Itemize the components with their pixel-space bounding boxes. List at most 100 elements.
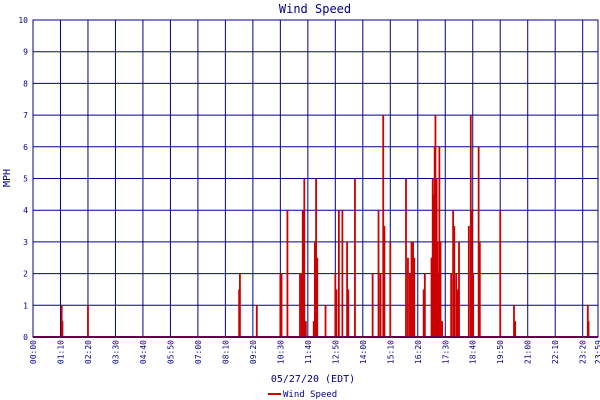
legend: Wind Speed <box>268 390 337 400</box>
wind-speed-spike <box>334 273 337 337</box>
x-tick-label: 10:30 <box>276 340 285 364</box>
wind-speed-spike <box>430 257 433 337</box>
wind-speed-spike <box>438 146 441 337</box>
wind-speed-spike <box>472 273 475 337</box>
y-tick-label: 9 <box>23 48 28 57</box>
wind-speed-spike <box>346 241 349 337</box>
wind-speed-spike <box>312 321 315 337</box>
wind-speed-spike <box>324 305 327 337</box>
wind-speed-spike <box>452 210 455 337</box>
wind-speed-spike <box>300 273 303 337</box>
wind-speed-spike <box>286 210 289 337</box>
wind-speed-spike <box>477 146 480 337</box>
wind-speed-spike <box>371 273 374 337</box>
y-axis-label: MPH <box>2 169 13 187</box>
x-tick-label: 22:10 <box>551 340 560 364</box>
wind-speed-spike <box>469 115 472 337</box>
x-tick-label: 11:40 <box>304 340 313 364</box>
x-tick-label: 23:20 <box>579 340 588 364</box>
x-tick-label: 01:10 <box>56 340 65 364</box>
x-tick-label: 08:10 <box>221 340 230 364</box>
y-tick-label: 7 <box>23 111 28 120</box>
x-tick-label: 09:20 <box>249 340 258 364</box>
y-tick-label: 1 <box>23 301 28 310</box>
y-tick-label: 5 <box>23 175 28 184</box>
wind-speed-spike <box>471 210 473 337</box>
wind-speed-spike <box>513 305 515 337</box>
chart-title: Wind Speed <box>279 2 351 16</box>
wind-speed-spike <box>439 241 442 337</box>
x-tick-label: 12:50 <box>331 340 340 364</box>
wind-speed-spike <box>422 289 425 337</box>
wind-speed-spike <box>478 241 481 337</box>
plot-frame <box>32 19 599 338</box>
wind-speed-spike <box>587 321 590 337</box>
y-tick-label: 3 <box>23 238 28 247</box>
wind-speed-spike <box>314 241 316 337</box>
wind-speed-spike <box>383 226 386 337</box>
legend-label: Wind Speed <box>283 390 337 400</box>
wind-speed-spike <box>335 289 338 337</box>
wind-speed-spike <box>280 273 283 337</box>
x-tick-labels: 00:00 01:10 02:20 03:30 04:40 05:50 07:00 08:10… <box>29 340 600 364</box>
wind-speed-spike <box>436 241 439 337</box>
x-tick-label: 00:00 <box>29 340 38 364</box>
y-tick-label: 6 <box>23 143 28 152</box>
wind-speed-spike <box>315 178 317 337</box>
wind-speed-spike <box>316 257 319 337</box>
wind-speed-spike <box>239 273 241 337</box>
wind-speed-spike <box>379 273 382 337</box>
x-tick-label: 05:50 <box>166 340 175 364</box>
wind-speed-spike <box>341 210 344 337</box>
wind-speed-spike <box>304 321 307 337</box>
x-tick-label: 02:20 <box>84 340 93 364</box>
x-tick-label: 07:00 <box>194 340 203 364</box>
wind-speed-spike <box>407 257 409 337</box>
x-tick-label: 03:30 <box>111 340 120 364</box>
y-tick-label: 2 <box>23 270 28 279</box>
y-tick-label: 4 <box>23 206 28 215</box>
x-tick-label: 18:40 <box>469 340 478 364</box>
y-tick-labels: 0 1 2 3 4 5 6 7 8 9 10 <box>18 16 28 342</box>
x-tick-label: 14:00 <box>359 340 368 364</box>
wind-speed-spike <box>354 178 356 337</box>
wind-speed-spike <box>347 289 350 337</box>
wind-speed-spike <box>382 115 385 337</box>
x-tick-label: 23:59 <box>594 340 600 364</box>
wind-speed-spike <box>61 321 64 337</box>
wind-speed-spike <box>389 241 392 337</box>
x-tick-label: 16:20 <box>414 340 423 364</box>
wind-speed-spike <box>458 241 460 337</box>
wind-speed-spike <box>514 321 517 337</box>
wind-speed-spike <box>409 273 411 337</box>
x-tick-label: 21:00 <box>524 340 533 364</box>
wind-speed-spike <box>377 210 380 337</box>
x-tick-label: 15:10 <box>386 340 395 364</box>
wind-speed-spike <box>453 226 456 337</box>
wind-speed-spike <box>337 210 340 337</box>
wind-speed-spike <box>456 289 459 337</box>
wind-speed-spike <box>499 210 502 337</box>
wind-speed-spike <box>255 305 258 337</box>
x-axis-label: 05/27/20 (EDT) <box>271 374 355 385</box>
wind-speed-spike <box>410 241 413 337</box>
x-tick-label: 19:50 <box>496 340 505 364</box>
wind-speed-spike <box>450 273 453 337</box>
wind-speed-spike <box>405 178 407 337</box>
wind-speed-spike <box>301 210 304 337</box>
x-tick-label: 04:40 <box>139 340 148 364</box>
y-tick-label: 8 <box>23 79 28 88</box>
wind-speed-spike <box>303 178 306 337</box>
wind-speed-spike <box>467 226 470 337</box>
wind-speed-spike <box>455 273 458 337</box>
wind-speed-spike <box>412 241 414 337</box>
y-tick-label: 10 <box>18 16 28 25</box>
wind-speed-spike <box>441 321 444 337</box>
wind-speed-spike <box>279 273 282 337</box>
y-tick-label: 0 <box>23 333 28 342</box>
wind-speed-spike <box>413 257 416 337</box>
wind-speed-spike <box>434 115 437 337</box>
x-tick-label: 17:30 <box>441 340 450 364</box>
wind-speed-spike <box>432 194 435 337</box>
